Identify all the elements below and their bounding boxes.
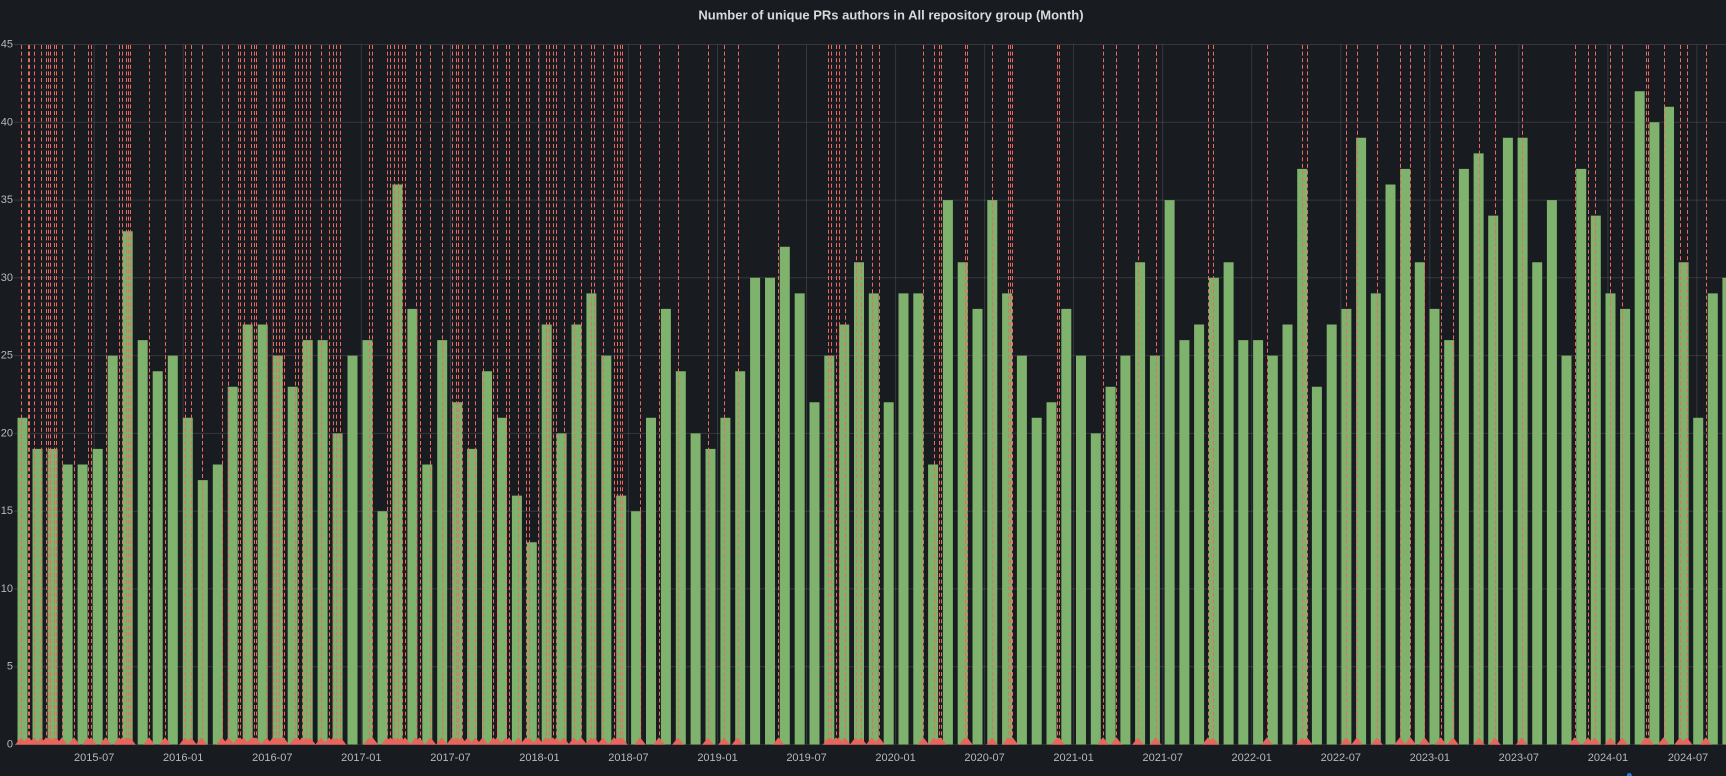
- svg-text:2024-01: 2024-01: [1588, 752, 1628, 764]
- svg-text:2018-01: 2018-01: [519, 752, 559, 764]
- svg-text:5: 5: [7, 661, 13, 673]
- svg-text:0: 0: [7, 739, 13, 751]
- svg-text:40: 40: [1, 116, 13, 128]
- svg-text:10: 10: [1, 583, 13, 595]
- svg-text:2019-01: 2019-01: [697, 752, 737, 764]
- svg-text:2022-07: 2022-07: [1321, 752, 1361, 764]
- svg-text:2017-07: 2017-07: [430, 752, 470, 764]
- svg-text:2015-07: 2015-07: [74, 752, 114, 764]
- svg-text:2023-07: 2023-07: [1499, 752, 1539, 764]
- svg-text:2017-01: 2017-01: [341, 752, 381, 764]
- svg-text:2016-01: 2016-01: [163, 752, 203, 764]
- svg-text:45: 45: [1, 39, 13, 51]
- svg-text:2022-01: 2022-01: [1232, 752, 1272, 764]
- svg-text:Number of unique PRs authors i: Number of unique PRs authors in All repo…: [698, 8, 1083, 23]
- svg-text:2016-07: 2016-07: [252, 752, 292, 764]
- svg-text:2020-07: 2020-07: [964, 752, 1004, 764]
- svg-text:2023-01: 2023-01: [1410, 752, 1450, 764]
- svg-text:2024-07: 2024-07: [1668, 752, 1708, 764]
- svg-text:2021-07: 2021-07: [1143, 752, 1183, 764]
- svg-text:15: 15: [1, 505, 13, 517]
- svg-text:2019-07: 2019-07: [786, 752, 826, 764]
- svg-text:2020-01: 2020-01: [875, 752, 915, 764]
- svg-text:35: 35: [1, 194, 13, 206]
- svg-text:30: 30: [1, 272, 13, 284]
- svg-text:2021-01: 2021-01: [1053, 752, 1093, 764]
- svg-text:25: 25: [1, 350, 13, 362]
- svg-text:20: 20: [1, 427, 13, 439]
- svg-text:2018-07: 2018-07: [608, 752, 648, 764]
